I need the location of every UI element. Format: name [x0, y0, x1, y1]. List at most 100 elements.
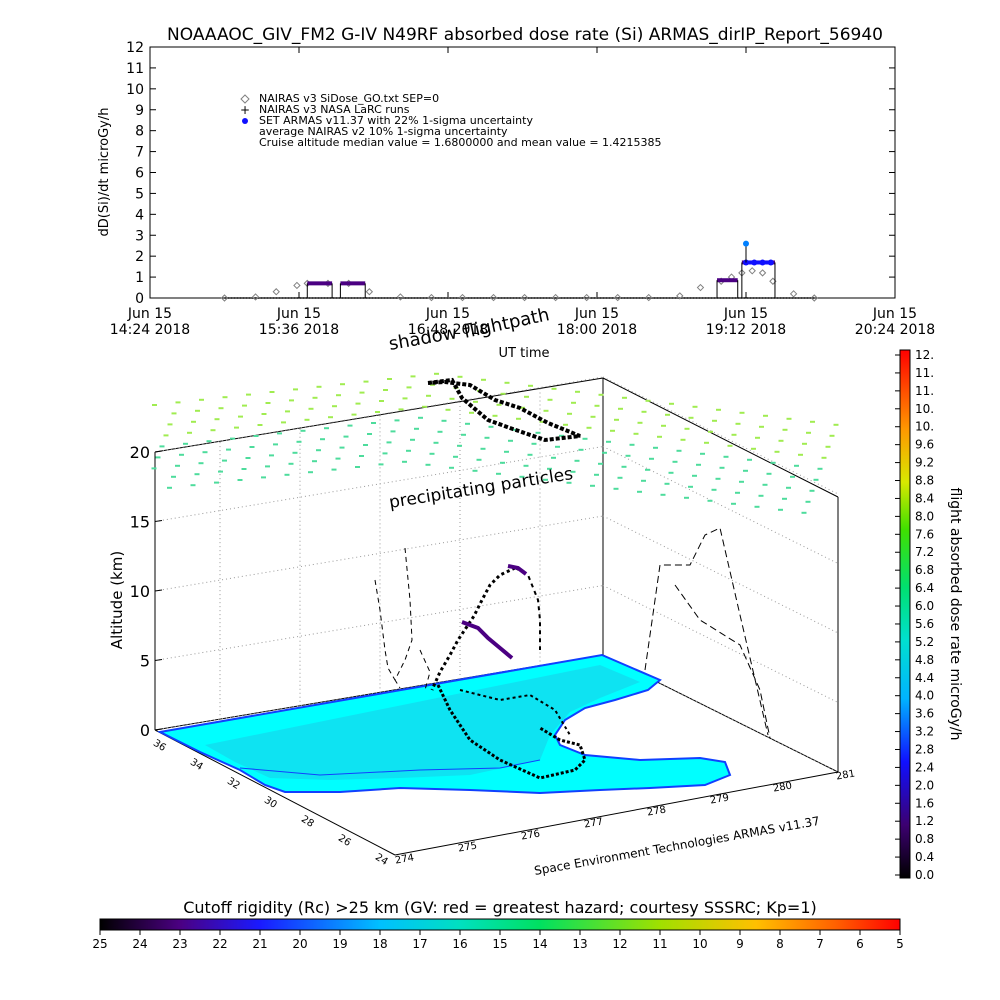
rc-tick-label: 16	[452, 937, 467, 951]
x-tick-date: Jun 15	[872, 306, 917, 322]
rc-title: Cutoff rigidity (Rc) >25 km (GV: red = g…	[183, 898, 817, 917]
legend-label: NAIRAS v3 SiDose_GO.txt SEP=0	[259, 92, 439, 105]
colorbar-tick-label: 8.0	[915, 509, 934, 523]
longitude-tick-label: 277	[583, 816, 604, 830]
legend-diamond-marker	[240, 94, 250, 104]
longitude-tick-label: 276	[520, 828, 541, 842]
colorbar-tick-label: 7.6	[915, 527, 934, 541]
rc-tick-label: 7	[816, 937, 824, 951]
colorbar-tick-label: 2.4	[915, 760, 934, 774]
nairas-bin	[717, 278, 738, 283]
nairas-point	[272, 288, 280, 296]
colorbar-tick-label: 11.	[915, 366, 934, 380]
rc-tick-label: 13	[572, 937, 587, 951]
rc-tick-label: 14	[532, 937, 547, 951]
colorbar-tick-label: 11.	[915, 384, 934, 398]
credit-label: Space Environment Technologies ARMAS v11…	[533, 814, 821, 878]
colorbar-gradient	[899, 349, 911, 879]
flight-shadow-top	[427, 377, 581, 443]
nairas-bin	[307, 281, 333, 286]
nairas-point	[758, 269, 767, 277]
rc-tick-label: 15	[492, 937, 507, 951]
nairas-point	[748, 267, 756, 275]
legend-dot-marker	[242, 118, 248, 124]
latitude-tick-label: 28	[299, 814, 316, 830]
altitude-tick-label: 5	[140, 652, 150, 671]
latitude-tick-label: 30	[262, 795, 279, 811]
altitude-tick-label: 15	[130, 513, 150, 532]
nairas-point	[427, 293, 436, 302]
altitude-tick-label: 0	[140, 721, 150, 740]
flight-track-right	[514, 567, 541, 650]
x-tick-time: 16:48 2018	[408, 322, 488, 338]
y-tick-label: 10	[126, 82, 144, 98]
longitude-tick-label: 275	[457, 840, 478, 854]
nairas-point	[613, 293, 622, 302]
armas-peak-point	[743, 240, 749, 247]
flight-track-ascent	[430, 566, 516, 691]
lat-axis-line	[154, 729, 396, 856]
nairas-point	[293, 281, 301, 290]
colorbar-tick-label: 8.4	[915, 491, 934, 505]
nairas-point	[520, 293, 529, 302]
altitude-tick-mark	[154, 659, 163, 661]
altitude-tick-mark	[154, 728, 163, 731]
longitude-tick-label: 274	[394, 852, 415, 866]
colorbar-tick-label: 3.2	[915, 725, 934, 739]
y-tick-label: 5	[135, 186, 144, 202]
legend-label: Cruise altitude median value = 1.6800000…	[259, 136, 662, 149]
altitude-tick-label: 20	[130, 443, 150, 462]
x-tick-date: Jun 15	[574, 306, 619, 322]
altitude-ticks: 0 5 10 15 20	[130, 443, 163, 740]
colorbar-tick-label: 6.0	[915, 599, 934, 613]
altitude-dropline	[374, 579, 396, 681]
lon-axis-line	[394, 771, 839, 856]
colorbar-tick-label: 0.8	[915, 832, 934, 846]
flight-track-segment	[461, 620, 514, 660]
rc-tick-label: 23	[172, 937, 187, 951]
shadow-label: shadow	[387, 322, 459, 355]
rc-tick-label: 6	[856, 937, 864, 951]
x-axis-label: UT time	[499, 346, 550, 361]
rc-tick-label: 22	[212, 937, 227, 951]
side-wall-grid-line	[602, 515, 839, 634]
nairas-point	[789, 290, 798, 298]
x-tick-time: 20:24 2018	[855, 322, 935, 338]
colorbar-tick-label: 6.4	[915, 581, 934, 595]
time-series-frame	[149, 46, 896, 299]
time-series-data	[220, 240, 818, 302]
latitude-tick-label: 32	[225, 776, 242, 792]
y-tick-label: 11	[126, 61, 144, 77]
colorbar-tick-label: 4.0	[915, 689, 934, 703]
legend-label: average NAIRAS v2 10% 1-sigma uncertaint…	[259, 125, 508, 138]
nairas-point	[365, 288, 374, 296]
longitude-tick-label: 278	[646, 804, 667, 818]
x-tick-time: 19:12 2018	[706, 322, 786, 338]
x-tick-time: 14:24 2018	[110, 322, 190, 338]
nairas-point	[458, 293, 467, 302]
altitude-dropline	[419, 649, 431, 691]
colorbar-tick-label: 8.8	[915, 474, 934, 488]
rc-tick-label: 11	[652, 937, 667, 951]
rc-gradient	[99, 918, 901, 931]
colorbar-tick-label: 5.6	[915, 617, 934, 631]
y-axis-label: dD(Si)/dt microGy/h	[97, 108, 112, 237]
rc-tick-label: 5	[896, 937, 904, 951]
flightpath-label: flightpath	[462, 304, 552, 343]
colorbar-tick-label: 10.	[915, 420, 934, 434]
y-tick-label: 0	[135, 291, 144, 307]
colorbar-tick-label: 12.	[915, 348, 934, 362]
cutoff-rigidity-bar: Cutoff rigidity (Rc) >25 km (GV: red = g…	[92, 898, 903, 951]
y-tick-label: 2	[135, 249, 144, 265]
nairas-point	[489, 293, 498, 302]
rc-tick-label: 18	[372, 937, 387, 951]
colorbar-tick-label: 3.6	[915, 707, 934, 721]
nairas-point	[582, 293, 591, 302]
x-tick-time: 15:36 2018	[259, 322, 339, 338]
rc-tick-label: 9	[736, 937, 744, 951]
land-region	[205, 665, 640, 780]
rc-tick-label: 10	[692, 937, 707, 951]
